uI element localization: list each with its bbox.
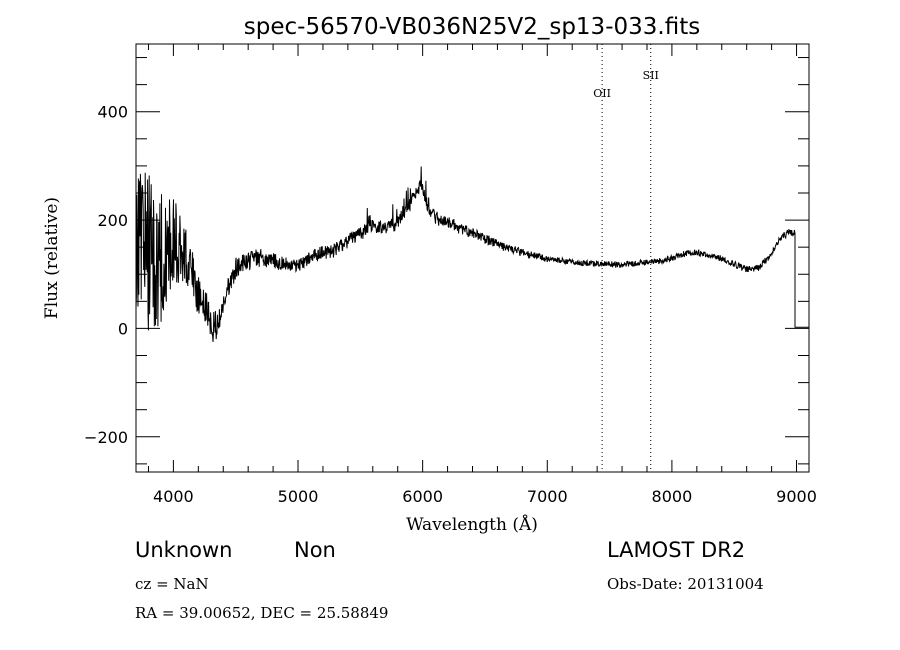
y-tick-label: 400 [97,103,128,122]
object-subclass: Non [294,538,336,562]
coordinates: RA = 39.00652, DEC = 25.58849 [135,604,389,622]
chart-title: spec-56570-VB036N25V2_sp13-033.fits [244,14,700,40]
plot-frame [135,43,810,473]
x-tick-label: 5000 [278,487,319,506]
x-tick-label: 9000 [776,487,817,506]
redshift-cz: cz = NaN [135,575,209,593]
y-tick-label: −200 [84,428,128,447]
y-tick-label: 0 [118,319,128,338]
object-class: Unknown [135,538,233,562]
x-tick-labels: 4000 5000 6000 7000 8000 9000 [153,487,817,506]
line-label-SII: SII [643,69,659,82]
observation-date: Obs-Date: 20131004 [607,575,764,593]
spectrum-line [135,166,809,343]
survey-name: LAMOST DR2 [607,538,746,562]
y-tick-label: 200 [97,211,128,230]
axis-ticks [136,44,809,472]
x-tick-label: 4000 [153,487,194,506]
y-axis-label: Flux (relative) [42,197,62,319]
y-tick-labels: −200 0 200 400 [84,103,128,447]
emission-line-markers: OII SII [593,44,659,472]
x-tick-label: 6000 [402,487,443,506]
x-tick-label: 8000 [652,487,693,506]
x-axis-label: Wavelength (Å) [406,514,538,535]
line-label-OII: OII [593,87,611,100]
x-tick-label: 7000 [527,487,568,506]
